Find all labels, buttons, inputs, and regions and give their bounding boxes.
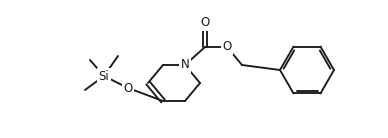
Text: O: O (200, 17, 210, 30)
Text: O: O (123, 82, 133, 95)
Text: O: O (222, 40, 232, 54)
Text: N: N (181, 59, 189, 71)
Text: Si: Si (99, 70, 109, 83)
